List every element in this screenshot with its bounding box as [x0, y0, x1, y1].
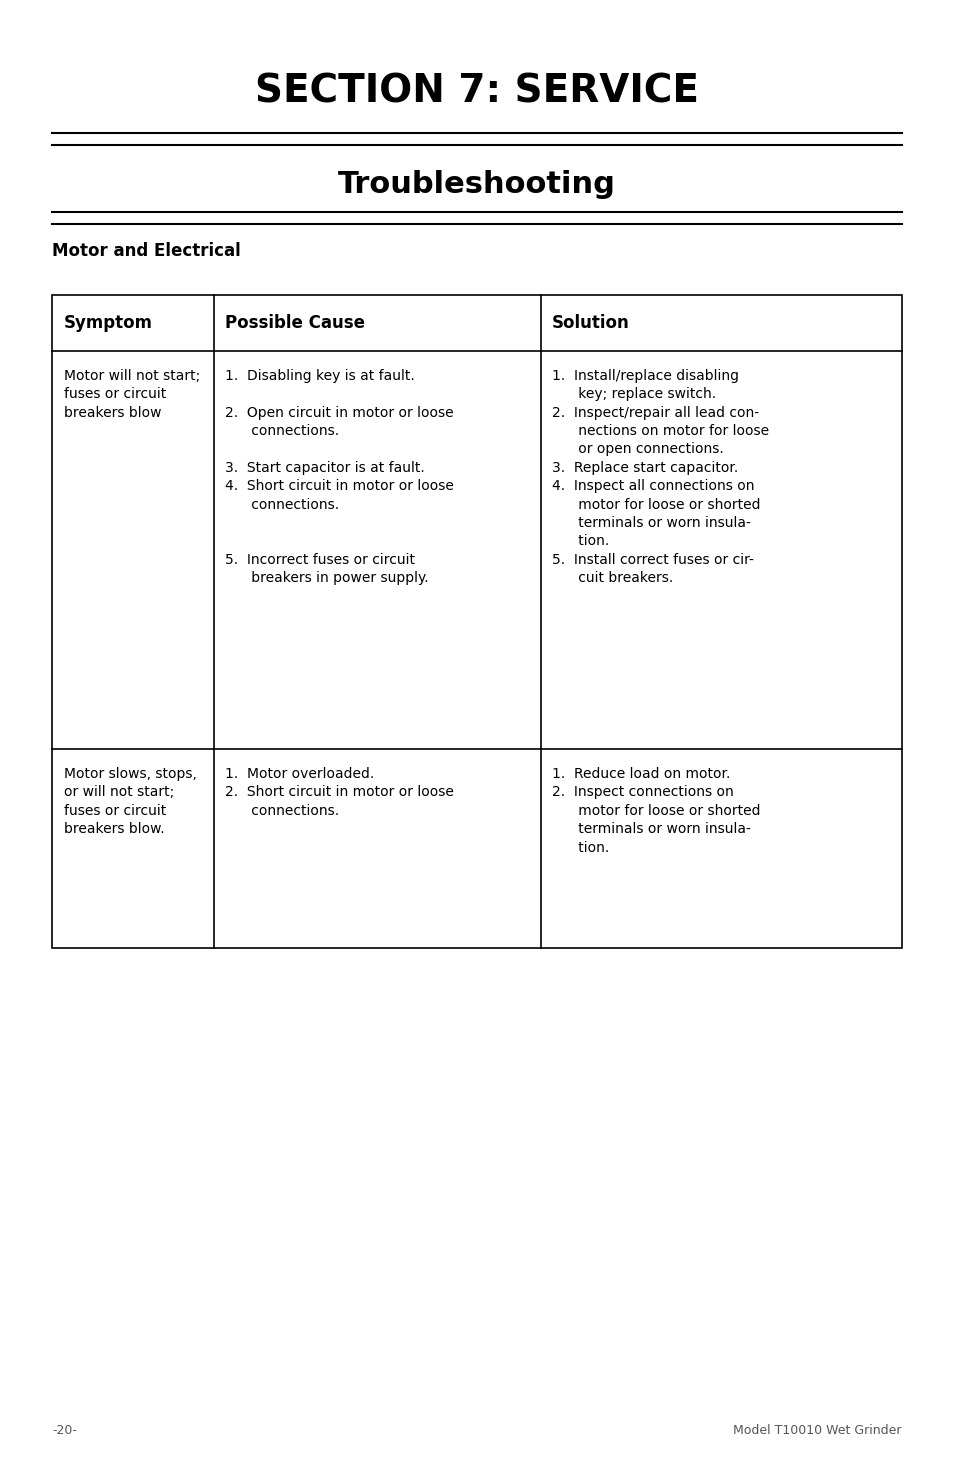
Text: 1.  Motor overloaded.
2.  Short circuit in motor or loose
      connections.: 1. Motor overloaded. 2. Short circuit in…: [225, 767, 454, 817]
Text: Motor and Electrical: Motor and Electrical: [52, 242, 241, 260]
Text: Symptom: Symptom: [64, 314, 152, 332]
Text: Model T10010 Wet Grinder: Model T10010 Wet Grinder: [732, 1425, 901, 1437]
Text: -20-: -20-: [52, 1425, 77, 1437]
Bar: [52, 295, 901, 948]
Text: Solution: Solution: [552, 314, 629, 332]
Text: Troubleshooting: Troubleshooting: [337, 170, 616, 199]
Text: SECTION 7: SERVICE: SECTION 7: SERVICE: [254, 72, 699, 111]
Text: 1.  Reduce load on motor.
2.  Inspect connections on
      motor for loose or sh: 1. Reduce load on motor. 2. Inspect conn…: [552, 767, 760, 854]
Text: Motor will not start;
fuses or circuit
breakers blow: Motor will not start; fuses or circuit b…: [64, 369, 200, 419]
Text: 1.  Disabling key is at fault.

2.  Open circuit in motor or loose
      connect: 1. Disabling key is at fault. 2. Open ci…: [225, 369, 454, 586]
Text: 1.  Install/replace disabling
      key; replace switch.
2.  Inspect/repair all : 1. Install/replace disabling key; replac…: [552, 369, 768, 586]
Text: Motor slows, stops,
or will not start;
fuses or circuit
breakers blow.: Motor slows, stops, or will not start; f…: [64, 767, 196, 836]
Text: Possible Cause: Possible Cause: [225, 314, 365, 332]
